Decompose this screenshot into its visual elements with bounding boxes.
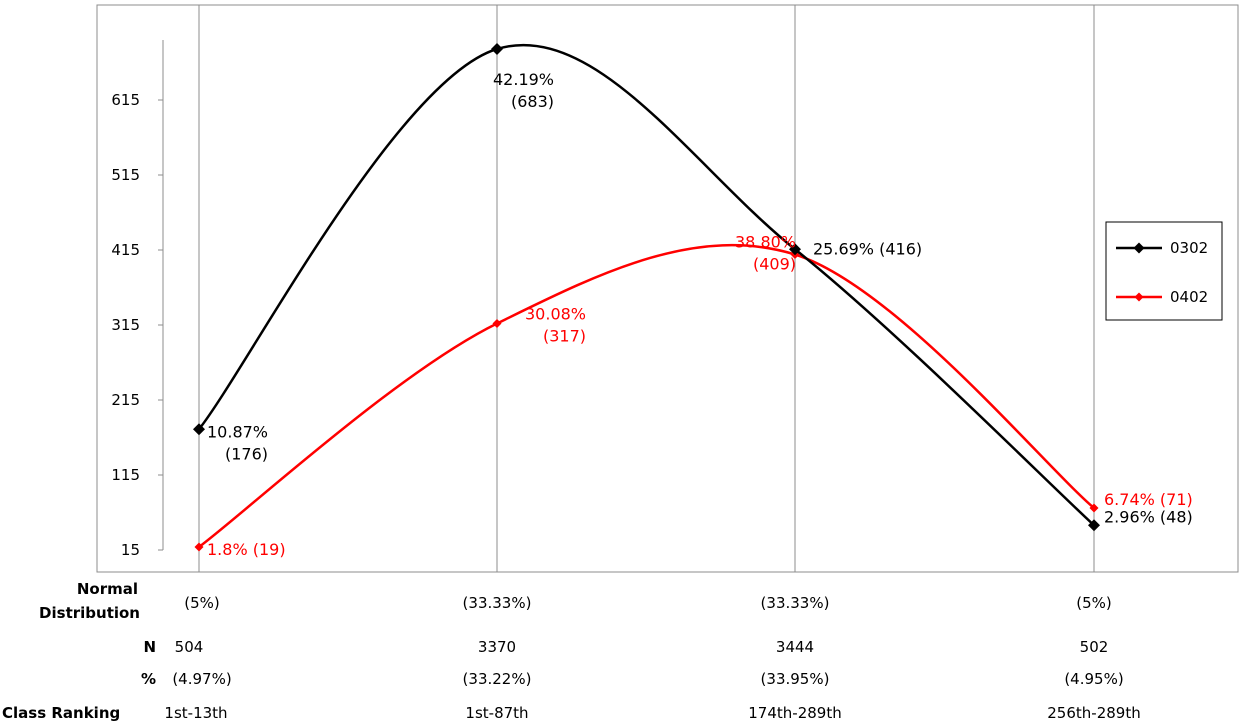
class-ranking-3: 256th-289th	[1047, 704, 1140, 722]
legend-marker-0402	[1134, 292, 1144, 302]
pct-value-2: (33.95%)	[761, 670, 830, 688]
grid-lines	[198, 5, 1095, 572]
data-label-0402-3-0: 6.74% (71)	[1104, 490, 1193, 509]
normal-dist-2: (33.33%)	[761, 594, 830, 612]
class-ranking-1: 1st-87th	[465, 704, 528, 722]
y-tick-label-0: 15	[121, 541, 140, 559]
legend: 0302 0402	[1105, 221, 1223, 321]
row-label-normal-1: Normal	[77, 580, 138, 598]
y-tick-label-2: 215	[111, 391, 140, 409]
n-value-0: 504	[175, 638, 204, 656]
marker-0302-2	[789, 243, 801, 256]
data-label-0402-1-0: 30.08%	[525, 305, 586, 324]
marker-0302-0	[193, 423, 205, 436]
plot-area-border	[96, 4, 1239, 573]
normal-dist-3: (5%)	[1076, 594, 1112, 612]
data-labels: 1.8% (19) 30.08% (317) 38.80% (409) 6.74% (71…	[207, 70, 1193, 559]
legend-marker-0302	[1133, 242, 1145, 254]
y-tick-label-6: 615	[111, 91, 140, 109]
n-value-2: 3444	[776, 638, 814, 656]
data-label-0302-3-0: 2.96% (48)	[1104, 507, 1193, 526]
row-label-normal-2: Distribution	[39, 604, 140, 622]
row-label-n: N	[143, 638, 156, 656]
series-line-0402	[198, 243, 1095, 548]
series-line-0302	[198, 43, 1095, 527]
series-layer	[193, 43, 1100, 552]
marker-0302-1	[491, 43, 503, 55]
normal-dist-1: (33.33%)	[463, 594, 532, 612]
row-label-class-ranking: Class Ranking	[2, 704, 120, 722]
row-label-pct: %	[141, 670, 156, 688]
pct-value-3: (4.95%)	[1064, 670, 1123, 688]
marker-0302-3	[1088, 519, 1100, 532]
legend-label-0402: 0402	[1170, 288, 1208, 306]
data-label-0402-2-1: (409)	[753, 255, 796, 274]
pct-value-0: (4.97%)	[172, 670, 231, 688]
n-value-3: 502	[1080, 638, 1109, 656]
data-label-0302-0-1: (176)	[225, 444, 268, 463]
class-ranking-2: 174th-289th	[748, 704, 841, 722]
y-tick-label-5: 515	[111, 166, 140, 184]
data-table: Normal Distribution (5%) (33.33%) (33.33%) (5…	[2, 580, 1141, 722]
data-label-0402-2-0: 38.80%	[735, 233, 796, 252]
data-label-0402-1-1: (317)	[543, 327, 586, 346]
data-label-0302-2-0: 25.69% (416)	[813, 239, 922, 258]
legend-label-0302: 0302	[1170, 239, 1208, 257]
legend-box	[1105, 221, 1223, 321]
data-label-0302-1-1: (683)	[511, 92, 554, 111]
data-label-0302-0-0: 10.87%	[207, 422, 268, 441]
pct-value-1: (33.22%)	[463, 670, 532, 688]
marker-0402-0	[194, 542, 204, 552]
class-ranking-0: 1st-13th	[164, 704, 227, 722]
data-label-0402-0-0: 1.8% (19)	[207, 540, 286, 559]
marker-0402-3	[1089, 503, 1099, 513]
normal-dist-0: (5%)	[184, 594, 220, 612]
y-tick-label-1: 115	[111, 466, 140, 484]
marker-0402-1	[492, 319, 502, 328]
y-tick-label-3: 315	[111, 316, 140, 334]
y-tick-label-4: 415	[111, 241, 140, 259]
y-tick-labels: 15 115 215 315 415 515 615	[111, 91, 163, 559]
data-label-0302-1-0: 42.19%	[493, 70, 554, 89]
n-value-1: 3370	[478, 638, 516, 656]
